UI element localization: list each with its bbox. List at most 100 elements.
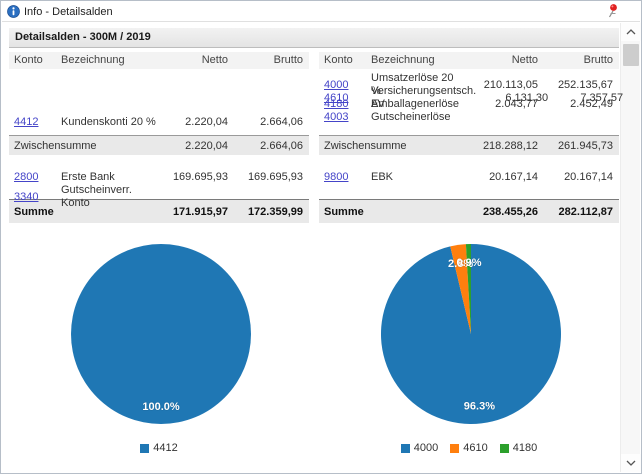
col-bezeichnung: Bezeichnung — [61, 54, 125, 66]
zwischensumme-label: Zwischensumme — [324, 139, 407, 152]
panel-title: Detailsalden - 300M / 2019 — [9, 28, 619, 48]
netto-cell: 218.288,12 — [482, 139, 538, 152]
left-table-header: Konto Bezeichnung Netto Brutto — [9, 52, 309, 69]
legend-item-4180: 4180 — [499, 442, 538, 454]
konto-link[interactable]: 3340 — [14, 190, 39, 203]
netto-cell: 169.695,93 — [172, 171, 228, 183]
netto-cell: 171.915,97 — [172, 205, 228, 218]
col-bezeichnung: Bezeichnung — [371, 54, 435, 66]
right-pie-legend: 4000 4610 4180 — [319, 442, 619, 454]
pie-pct-label-4000: 96.3% — [464, 401, 495, 413]
scroll-down-button[interactable] — [620, 454, 641, 472]
pie-left: 100.0% — [71, 244, 251, 424]
legend-label: 4000 — [413, 442, 439, 454]
col-netto: Netto — [201, 54, 228, 66]
pie-slice-4610 — [450, 244, 471, 334]
scrollbar-track[interactable] — [621, 66, 640, 454]
konto-link[interactable]: 9800 — [324, 171, 349, 183]
netto-cell: 2.220,04 — [185, 139, 228, 152]
chevron-down-icon — [626, 460, 635, 466]
bezeichnung-cell: Gutscheinverr. Konto — [61, 184, 132, 209]
netto-cell: 6.131,30 — [505, 91, 549, 104]
konto-link[interactable]: 4003 — [324, 111, 349, 123]
summe-label: Summe — [14, 205, 54, 218]
konto-link[interactable]: 2800 — [14, 171, 39, 183]
pie-pct-label-4180: 0.9% — [456, 257, 481, 269]
right-table-header: Konto Bezeichnung Netto Brutto — [319, 52, 619, 69]
zwischensumme-label: Zwischensumme — [14, 139, 97, 152]
bezeichnung-cell: Kundenskonti 20 % — [61, 116, 156, 128]
legend-swatch — [140, 443, 150, 453]
bezeichnung-cell: Erste Bank — [61, 171, 115, 183]
legend-item-4412: 4412 — [140, 442, 178, 454]
pie-slice-4180 — [465, 243, 471, 334]
summe-row: Summe 238.455,26 282.112,87 — [319, 199, 619, 223]
table-row: 4000 Umsatzerlöse 20 % 210.113,05 252.13… — [319, 72, 619, 97]
brutto-cell: 261.945,73 — [557, 139, 613, 152]
table-row: 4180 Emballagenerlöse 2.043,77 2.452,49 — [319, 98, 619, 111]
netto-cell: 2.043,77 — [495, 98, 538, 110]
table-row: 2800 Erste Bank 169.695,93 169.695,93 — [9, 171, 309, 184]
col-brutto: Brutto — [273, 54, 303, 66]
legend-label: 4180 — [512, 442, 538, 454]
brutto-cell: 252.135,67 — [557, 78, 613, 91]
scroll-up-button[interactable] — [620, 23, 641, 41]
pie-pct-label-4610: 2.8% — [448, 258, 473, 270]
summe-row: Summe 171.915,97 172.359,99 — [9, 199, 309, 223]
brutto-cell: 2.664,06 — [260, 116, 303, 128]
zwischensumme-row: Zwischensumme 2.220,04 2.664,06 — [9, 135, 309, 155]
legend-item-4610: 4610 — [450, 442, 488, 454]
table-row: 4412 Kundenskonti 20 % 2.220,04 2.664,06 — [9, 116, 309, 129]
netto-cell: 20.167,14 — [489, 171, 538, 183]
window-titlebar: Info - Detailsalden — [2, 2, 640, 22]
pie-right: 96.3% 2.8%0.9% — [380, 243, 561, 424]
summe-label: Summe — [324, 205, 364, 218]
pin-icon[interactable] — [606, 3, 619, 19]
legend-swatch — [499, 443, 509, 453]
konto-link[interactable]: 4412 — [14, 116, 39, 128]
legend-label: 4610 — [463, 442, 488, 454]
brutto-cell: 169.695,93 — [247, 171, 303, 183]
pie-pct-label-4412: 100.0% — [142, 401, 180, 413]
col-konto: Konto — [14, 54, 43, 66]
konto-link[interactable]: 4000 — [324, 78, 349, 91]
table-row: 4003 Gutscheinerlöse — [319, 111, 619, 124]
netto-cell: 2.220,04 — [185, 116, 228, 128]
right-balances-table: Konto Bezeichnung Netto Brutto 4000 Umsa… — [319, 52, 623, 223]
brutto-cell: 2.452,49 — [570, 98, 613, 110]
zwischensumme-row: Zwischensumme 218.288,12 261.945,73 — [319, 135, 619, 155]
pie-slice-4000 — [380, 244, 561, 424]
konto-link[interactable]: 4610 — [324, 91, 349, 104]
legend-swatch — [400, 443, 410, 453]
bezeichnung-cell: Emballagenerlöse — [371, 98, 460, 110]
brutto-cell: 20.167,14 — [564, 171, 613, 183]
bezeichnung-cell: Versicherungsentsch. AV — [371, 85, 477, 110]
legend-swatch — [450, 443, 460, 453]
brutto-cell: 172.359,99 — [247, 205, 303, 218]
table-row: 9800 EBK 20.167,14 20.167,14 — [319, 171, 619, 184]
legend-label: 4412 — [153, 442, 178, 454]
legend-item-4000: 4000 — [400, 442, 439, 454]
right-pie-chart: 96.3% 2.8% 0.9% 4000 4610 4180 — [319, 233, 619, 454]
chevron-up-icon — [626, 29, 635, 35]
pie-slice-4412 — [71, 244, 251, 424]
table-row: 4610 Versicherungsentsch. AV 6.131,30 7.… — [319, 85, 623, 110]
netto-cell: 238.455,26 — [482, 205, 538, 218]
table-row: 3340 Gutscheinverr. Konto — [9, 184, 309, 209]
left-pie-legend: 4412 — [9, 442, 309, 454]
window-title: Info - Detailsalden — [24, 5, 113, 18]
bezeichnung-cell: EBK — [371, 171, 394, 183]
vertical-scrollbar[interactable] — [620, 23, 641, 472]
col-netto: Netto — [511, 54, 538, 66]
left-balances-table: Konto Bezeichnung Netto Brutto 4412 Kund… — [9, 52, 309, 223]
brutto-cell: 7.357,57 — [580, 91, 624, 104]
info-icon — [7, 5, 20, 18]
bezeichnung-cell: Umsatzerlöse 20 % — [371, 72, 454, 97]
col-konto: Konto — [324, 54, 353, 66]
col-brutto: Brutto — [583, 54, 613, 66]
scrollbar-thumb[interactable] — [622, 44, 639, 66]
konto-link[interactable]: 4180 — [324, 98, 349, 110]
brutto-cell: 282.112,87 — [558, 205, 613, 218]
brutto-cell: 2.664,06 — [260, 139, 303, 152]
netto-cell: 210.113,05 — [483, 78, 538, 91]
